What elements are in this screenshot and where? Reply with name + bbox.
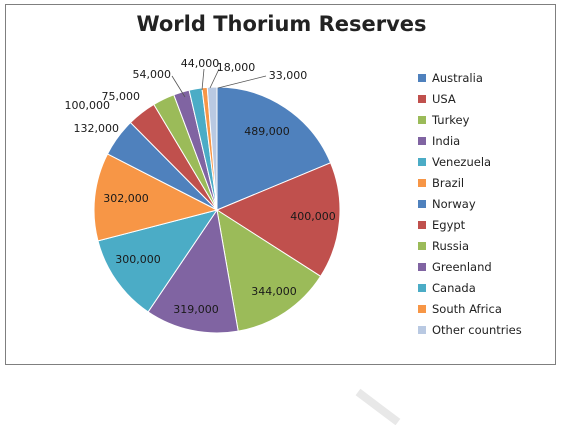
legend-swatch (418, 94, 426, 103)
pie-slice-australia (216, 86, 332, 211)
legend-item: Egypt (418, 214, 553, 235)
legend-swatch (418, 157, 426, 166)
legend-item: South Africa (418, 298, 553, 319)
legend-item: Turkey (418, 109, 553, 130)
pie-chart: 489,000 400,000 344,000 319,000 300,000 302,0… (65, 57, 341, 334)
legend-item: Brazil (418, 172, 553, 193)
legend-label: Australia (432, 70, 483, 85)
legend-label: Brazil (432, 175, 465, 190)
legend-label: Venezuela (432, 154, 492, 169)
legend-swatch (418, 325, 426, 334)
legend-item: Canada (418, 277, 553, 298)
data-label: 33,000 (269, 69, 308, 82)
legend-swatch (418, 73, 426, 82)
legend-label: Canada (432, 280, 476, 295)
pie-slice-india (147, 208, 239, 334)
pie-slice-venezuela (97, 209, 219, 313)
watermark-stroke (355, 388, 401, 425)
legend-swatch (418, 304, 426, 313)
legend-swatch (418, 115, 426, 124)
data-label: 344,000 (251, 285, 297, 298)
data-label: 44,000 (181, 57, 220, 70)
legend-label: Russia (432, 238, 469, 253)
legend-swatch (418, 220, 426, 229)
data-label: 132,000 (74, 122, 120, 135)
legend-swatch (418, 199, 426, 208)
leader-line (171, 75, 186, 98)
data-label: 489,000 (244, 125, 290, 138)
legend-label: Turkey (432, 112, 470, 127)
legend-label: USA (432, 91, 456, 106)
data-label: 18,000 (217, 61, 256, 74)
legend-swatch (418, 241, 426, 250)
legend-item: Russia (418, 235, 553, 256)
chart-legend: Australia USA Turkey India Venezuela Brazil No… (418, 67, 553, 340)
legend-label: South Africa (432, 301, 502, 316)
legend-item: India (418, 130, 553, 151)
leader-line (201, 68, 205, 91)
data-label: 75,000 (102, 90, 141, 103)
legend-swatch (418, 262, 426, 271)
legend-item: USA (418, 88, 553, 109)
legend-item: Australia (418, 67, 553, 88)
chart-title: World Thorium Reserves (136, 12, 427, 36)
data-label: 319,000 (173, 303, 219, 316)
chart-frame: World Thorium Reserves 489,000 400,000 344… (5, 4, 556, 365)
pie-slice-turkey (216, 208, 322, 332)
data-label: 302,000 (103, 192, 149, 205)
legend-label: Other countries (432, 322, 522, 337)
data-label: 300,000 (115, 253, 161, 266)
legend-label: India (432, 133, 461, 148)
legend-swatch (418, 283, 426, 292)
legend-item: Norway (418, 193, 553, 214)
pie-slice-usa (215, 162, 341, 278)
legend-item: Venezuela (418, 151, 553, 172)
legend-swatch (418, 136, 426, 145)
legend-swatch (418, 178, 426, 187)
data-label: 54,000 (133, 68, 172, 81)
pie-slice-other-countries (206, 86, 218, 211)
legend-label: Egypt (432, 217, 466, 232)
legend-label: Norway (432, 196, 476, 211)
legend-item: Other countries (418, 319, 553, 340)
legend-item: Greenland (418, 256, 553, 277)
data-label: 400,000 (290, 210, 336, 223)
legend-label: Greenland (432, 259, 492, 274)
pie-slice-brazil (93, 153, 219, 242)
leader-line (209, 68, 220, 89)
leader-line (217, 75, 267, 89)
data-label: 100,000 (65, 99, 111, 112)
